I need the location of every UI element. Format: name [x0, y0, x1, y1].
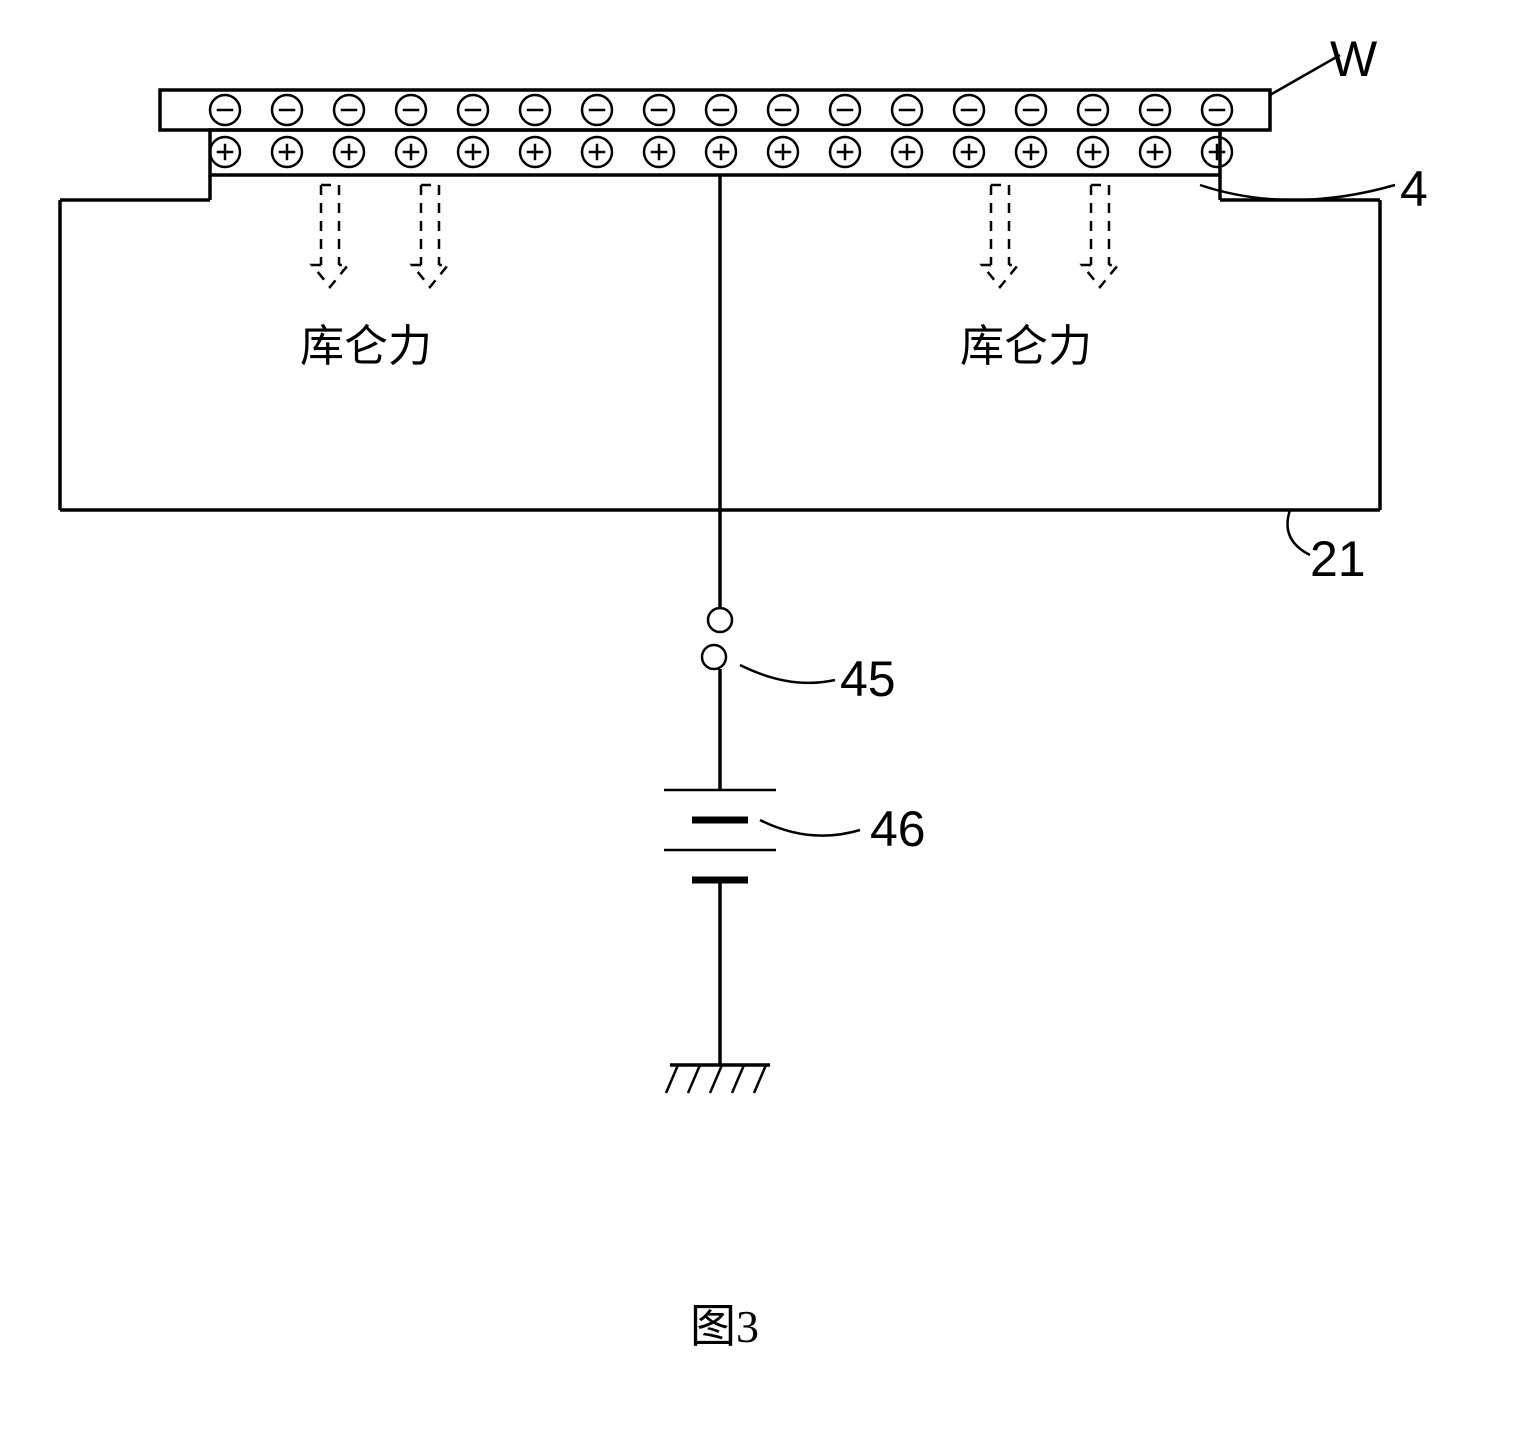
label-21: 21 [1310, 530, 1366, 588]
label-W: W [1330, 30, 1377, 88]
label-4: 4 [1400, 160, 1428, 218]
diagram-svg [0, 0, 1532, 1448]
coulomb-force-label-left: 库仑力 [300, 310, 432, 374]
label-46: 46 [870, 800, 926, 858]
label-45: 45 [840, 650, 896, 708]
figure-caption: 图3 [690, 1290, 759, 1356]
electrostatic-chuck-diagram: W 4 21 45 46 库仑力 库仑力 图3 [0, 0, 1532, 1448]
coulomb-force-label-right: 库仑力 [960, 310, 1092, 374]
